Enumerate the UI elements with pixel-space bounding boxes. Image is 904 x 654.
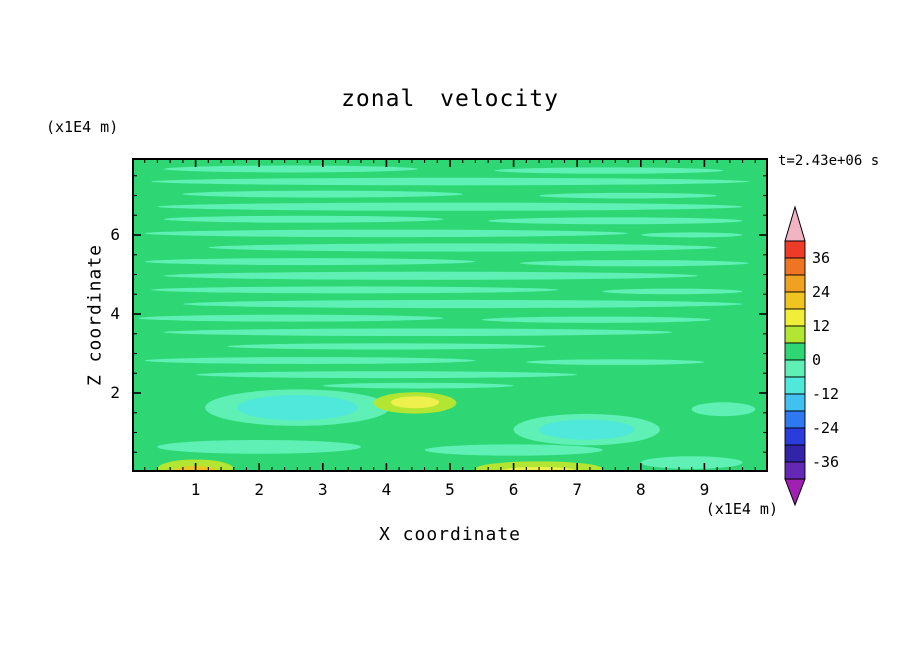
x-tick-label: 1 [190,480,201,499]
x-tick-label: 2 [254,480,264,499]
x-tick-label: 5 [445,480,455,499]
plot-title: zonal velocity [341,86,559,112]
colorbar-tick-label: -36 [812,453,840,471]
colorbar-tick-label: -12 [812,385,840,403]
x-tick-label: 7 [572,480,582,499]
x-axis-unit-label: (x1E4 m) [705,500,778,518]
colorbar-tick-label: 0 [812,351,822,369]
colorbar-tick-label: 12 [812,317,831,335]
x-tick-label: 4 [381,480,392,499]
x-axis-title: X coordinate [378,524,522,545]
x-tick-label: 6 [508,480,519,499]
y-tick-label: 4 [110,304,120,323]
time-annotation: t=2.43e+06 s [778,153,880,169]
colorbar-tick-label: 24 [812,283,831,301]
x-tick-label: 3 [317,480,328,499]
x-tick-label: 9 [699,480,710,499]
contour-field [132,158,768,472]
y-axis-unit-label: (x1E4 m) [46,118,119,136]
colorbar-tick-label: 36 [812,249,831,267]
x-tick-label: 8 [635,480,646,499]
colorbar-tick-label: -24 [812,419,840,437]
y-tick-label: 2 [110,383,120,402]
colorbar [784,205,806,507]
y-tick-label: 6 [110,225,120,245]
